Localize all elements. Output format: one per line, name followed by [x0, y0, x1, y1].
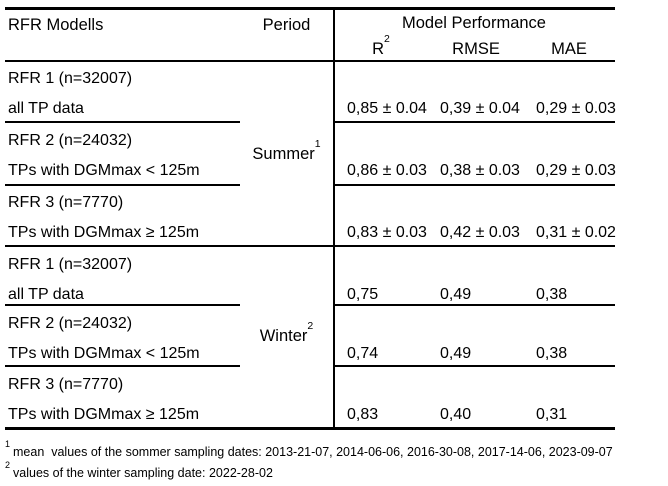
- value-rmse: 0,38 ± 0.03: [440, 162, 520, 179]
- metric-r2-base: R: [372, 40, 385, 58]
- table-row: RFR 2 (n=24032) TPs with DGMmax < 125m 0…: [0, 306, 668, 368]
- value-mae: 0,29 ± 0.03: [536, 100, 616, 117]
- column-header-period: Period: [262, 16, 311, 34]
- footnote-1-marker: 1: [5, 439, 11, 449]
- metric-header-rmse: RMSE: [452, 40, 500, 58]
- period-label-winter: Winter2: [240, 320, 333, 346]
- footnote-2-marker: 2: [5, 460, 11, 470]
- value-mae: 0,29 ± 0.03: [536, 162, 616, 179]
- footnote-1: 1mean values of the sommer sampling date…: [5, 439, 613, 460]
- row-divider-left: [5, 304, 240, 306]
- column-divider: [333, 7, 335, 429]
- period-summer-text: Summer: [252, 145, 315, 163]
- header-underline: [5, 60, 615, 62]
- value-r2: 0,74: [347, 345, 379, 362]
- model-description: TPs with DGMmax ≥ 125m: [8, 224, 200, 241]
- table-row: RFR 2 (n=24032) TPs with DGMmax < 125m 0…: [0, 123, 668, 185]
- model-name: RFR 1 (n=32007): [8, 70, 133, 87]
- footnote-1-text: mean values of the sommer sampling dates…: [13, 445, 613, 460]
- footnote-2-text: values of the winter sampling date: 2022…: [13, 466, 273, 481]
- value-r2: 0,85 ± 0.04: [347, 100, 427, 117]
- table-bottom-border: [5, 427, 615, 430]
- model-description: all TP data: [8, 100, 84, 117]
- value-rmse: 0,42 ± 0.03: [440, 224, 520, 241]
- model-name: RFR 3 (n=7770): [8, 376, 124, 393]
- value-mae: 0,31: [536, 406, 568, 423]
- period-winter-superscript: 2: [307, 319, 314, 332]
- value-rmse: 0,39 ± 0.04: [440, 100, 520, 117]
- table-row: RFR 1 (n=32007) all TP data 0,85 ± 0.04 …: [0, 61, 668, 123]
- row-divider-left: [5, 365, 240, 367]
- model-description: TPs with DGMmax < 125m: [8, 345, 200, 362]
- metric-r2-superscript: 2: [384, 32, 390, 45]
- table-top-border: [5, 7, 615, 10]
- footnote-2: 2values of the winter sampling date: 202…: [5, 460, 273, 481]
- value-r2: 0,75: [347, 286, 379, 303]
- row-divider-left: [5, 121, 240, 123]
- column-header-performance: Model Performance: [402, 14, 546, 32]
- value-rmse: 0,49: [440, 345, 472, 362]
- model-description: TPs with DGMmax ≥ 125m: [8, 406, 200, 423]
- table-row: RFR 3 (n=7770) TPs with DGMmax ≥ 125m 0,…: [0, 367, 668, 429]
- table-row: RFR 3 (n=7770) TPs with DGMmax ≥ 125m 0,…: [0, 185, 668, 247]
- value-mae: 0,31 ± 0.02: [536, 224, 616, 241]
- value-rmse: 0,40: [440, 406, 472, 423]
- model-description: all TP data: [8, 286, 84, 303]
- period-summer-superscript: 1: [314, 137, 321, 150]
- value-r2: 0,83: [347, 406, 379, 423]
- column-header-models: RFR Modells: [8, 16, 104, 34]
- value-r2: 0,83 ± 0.03: [347, 224, 427, 241]
- value-r2: 0,86 ± 0.03: [347, 162, 427, 179]
- model-name: RFR 1 (n=32007): [8, 256, 133, 273]
- value-rmse: 0,49: [440, 286, 472, 303]
- value-mae: 0,38: [536, 286, 568, 303]
- metric-header-mae: MAE: [551, 40, 587, 58]
- model-description: TPs with DGMmax < 125m: [8, 162, 200, 179]
- row-divider-left: [5, 184, 240, 186]
- table-row: RFR 1 (n=32007) all TP data 0,75 0,49 0,…: [0, 247, 668, 309]
- period-label-summer: Summer1: [240, 138, 333, 164]
- period-winter-text: Winter: [259, 327, 308, 345]
- value-mae: 0,38: [536, 345, 568, 362]
- model-name: RFR 3 (n=7770): [8, 194, 124, 211]
- section-divider: [5, 245, 615, 247]
- model-name: RFR 2 (n=24032): [8, 315, 133, 332]
- metric-header-r2: R2: [333, 33, 429, 59]
- row-divider-right: [333, 184, 615, 186]
- row-divider-right: [333, 304, 615, 306]
- model-name: RFR 2 (n=24032): [8, 132, 133, 149]
- row-divider-right: [333, 365, 615, 367]
- row-divider-right: [333, 121, 615, 123]
